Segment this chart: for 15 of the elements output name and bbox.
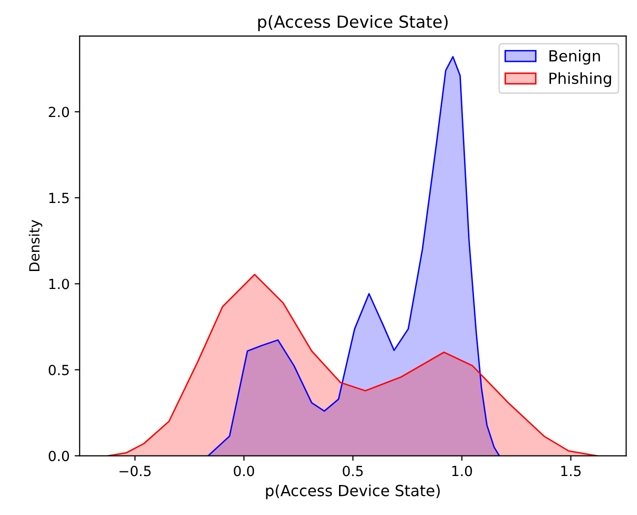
y-tick-label: 2.0 <box>48 106 69 118</box>
x-tick-label: 0.0 <box>234 466 254 476</box>
y-tick-label: 1.0 <box>49 278 69 290</box>
legend-label: Benign <box>550 50 600 65</box>
x-tick-label: 0.5 <box>342 466 363 476</box>
x-tick-label: 1.5 <box>561 466 581 476</box>
chart-title: p(Access Device State) <box>258 15 448 32</box>
legend-label: Phishing <box>550 72 612 88</box>
y-tick-label: 0.0 <box>48 450 69 462</box>
x-tick-label: −0.5 <box>120 466 151 476</box>
y-tick-label: 0.5 <box>48 364 69 376</box>
y-tick-label: 1.5 <box>49 192 69 204</box>
y-axis-title: Density <box>28 220 42 271</box>
x-axis-title: p(Access Device State) <box>266 484 440 500</box>
x-tick-label: 1.0 <box>452 466 472 476</box>
